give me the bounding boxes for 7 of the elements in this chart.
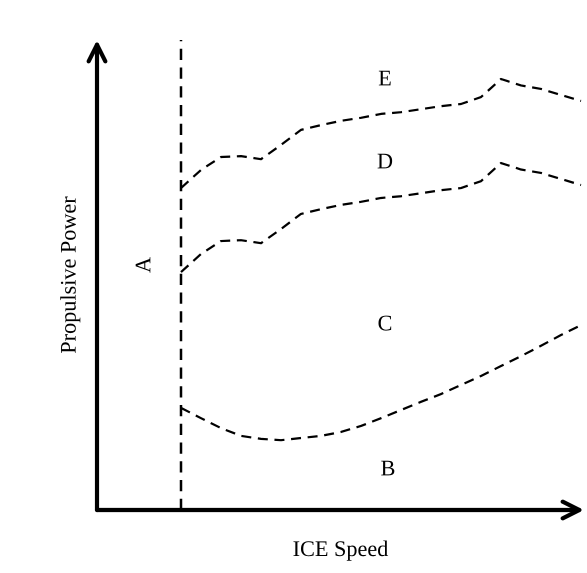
annotation: C — [378, 316, 392, 331]
y-axis-title: Propulsive Power — [60, 196, 80, 354]
annotation: E — [378, 70, 391, 86]
x-axis-title: ICE Speed — [293, 540, 388, 561]
text: A — [136, 257, 150, 273]
annotation: B — [381, 460, 394, 476]
annotation: D — [378, 154, 392, 168]
